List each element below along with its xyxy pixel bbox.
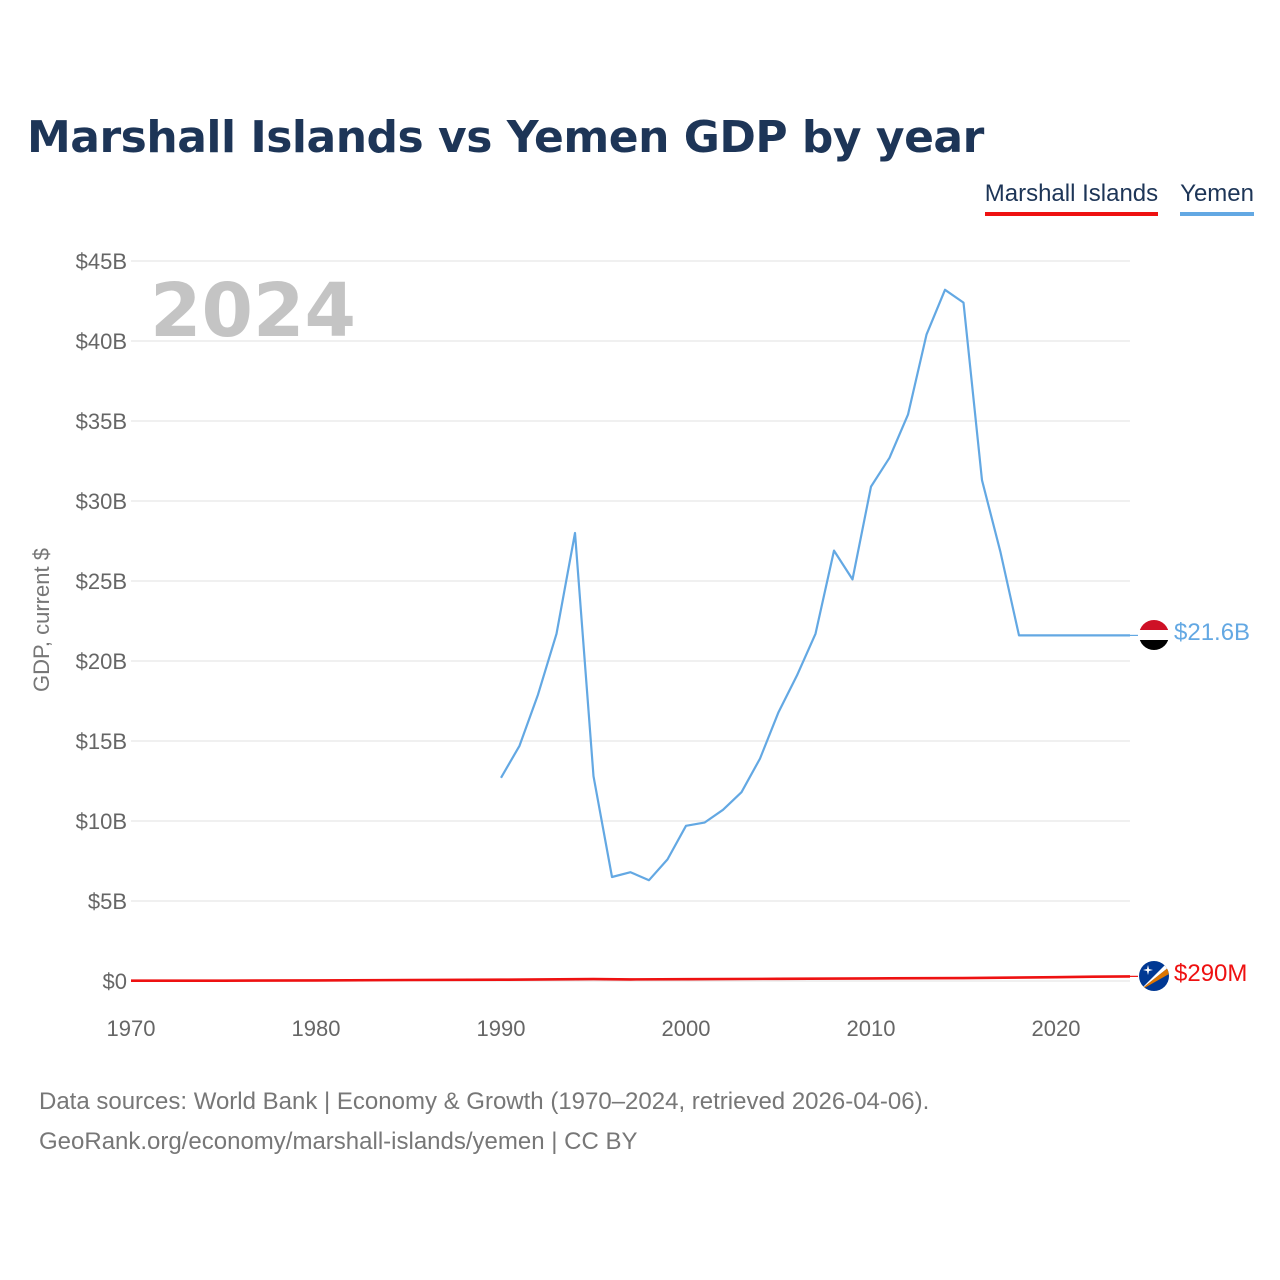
yemen-flag-icon <box>1139 620 1169 650</box>
year-overlay: 2024 <box>150 268 356 354</box>
y-tick-label: $30B <box>76 489 127 514</box>
yemen-end-value: $21.6B <box>1174 619 1251 646</box>
x-tick-label: 2020 <box>1032 1016 1081 1041</box>
y-tick-label: $45B <box>76 249 127 274</box>
source-note: Data sources: World Bank | Economy & Gro… <box>39 1082 929 1162</box>
grid-layer <box>131 260 1130 982</box>
x-tick-label: 2000 <box>662 1016 711 1041</box>
tick-layer: $0 $5B $10B $15B $20B $25B $30B $35B $40B $45B 197… <box>76 249 1081 1041</box>
y-tick-label: $35B <box>76 409 127 434</box>
marshall-islands-end-value: $290M <box>1174 960 1248 987</box>
y-tick-label: $0 <box>103 969 127 994</box>
y-tick-label: $20B <box>76 649 127 674</box>
y-tick-label: $15B <box>76 729 127 754</box>
series-line-marshall-islands[interactable] <box>131 975 1131 983</box>
legend-item-marshall-islands[interactable]: Marshall Islands <box>984 180 1159 216</box>
marshall-islands-flag-icon <box>1139 961 1169 991</box>
y-tick-label: $5B <box>88 889 127 914</box>
x-tick-label: 1980 <box>292 1016 341 1041</box>
x-tick-label: 1970 <box>107 1016 156 1041</box>
y-tick-label: $25B <box>76 569 127 594</box>
series-line-yemen[interactable] <box>500 288 1130 882</box>
legend: Marshall Islands Yemen <box>984 180 1254 216</box>
y-tick-label: $40B <box>76 329 127 354</box>
page-title: Marshall Islands vs Yemen GDP by year <box>27 112 984 163</box>
series-layer <box>131 288 1138 983</box>
x-tick-label: 2010 <box>847 1016 896 1041</box>
legend-item-yemen[interactable]: Yemen <box>1180 180 1254 216</box>
source-line-1: Data sources: World Bank | Economy & Gro… <box>39 1088 930 1115</box>
source-line-2[interactable]: GeoRank.org/economy/marshall-islands/yem… <box>39 1128 638 1155</box>
x-tick-label: 1990 <box>477 1016 526 1041</box>
y-tick-label: $10B <box>76 809 127 834</box>
